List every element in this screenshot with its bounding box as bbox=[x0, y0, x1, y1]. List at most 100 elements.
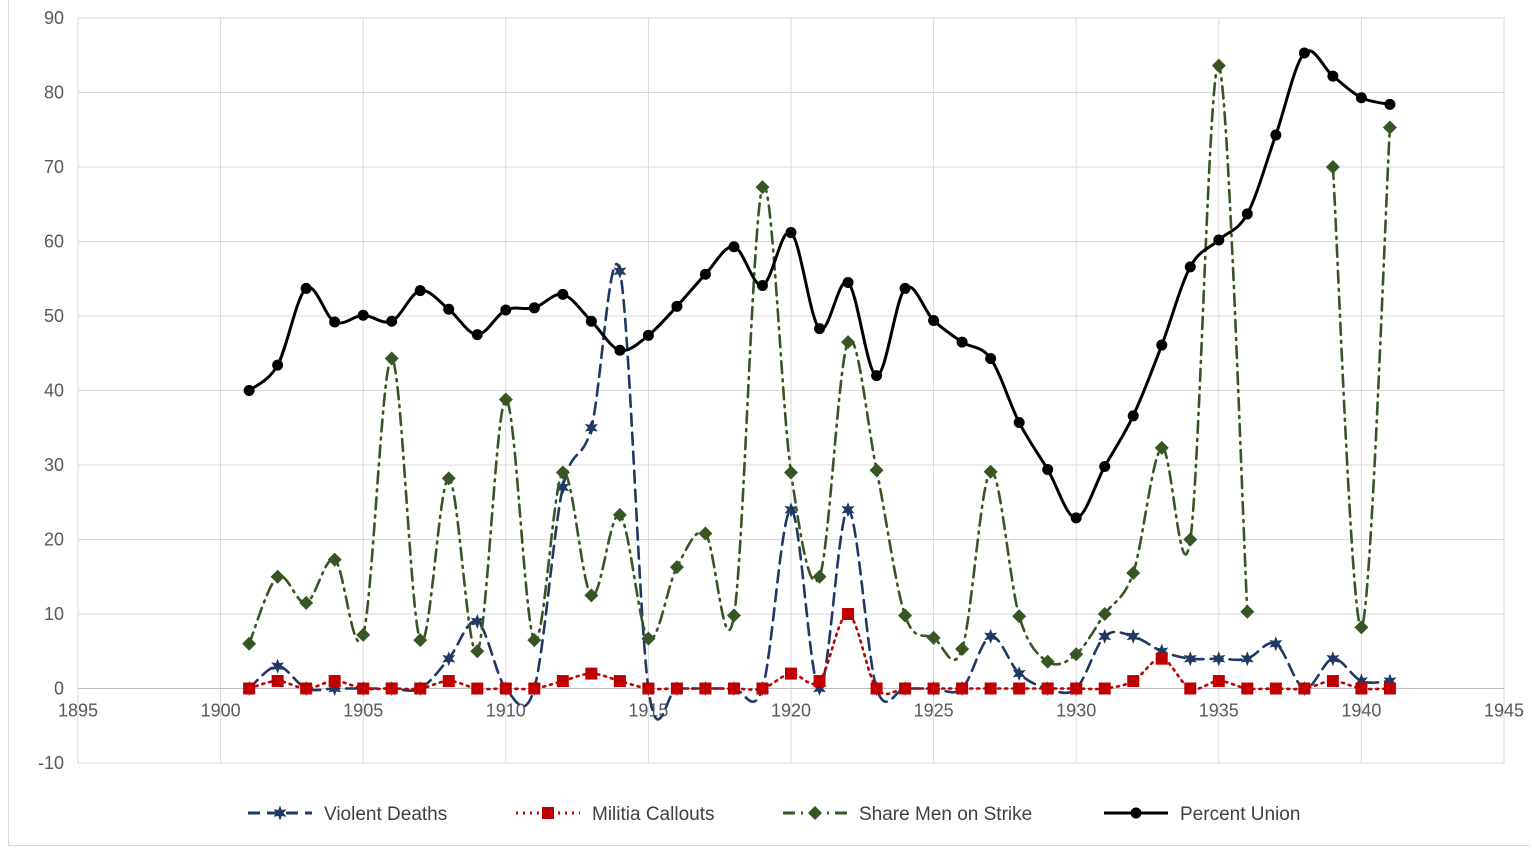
data-point bbox=[528, 302, 540, 314]
data-point bbox=[756, 279, 768, 291]
data-point bbox=[898, 608, 913, 623]
data-point bbox=[785, 667, 797, 680]
x-tick-label: 1915 bbox=[628, 701, 668, 721]
data-point bbox=[1070, 682, 1083, 695]
x-tick-label: 1910 bbox=[486, 701, 526, 721]
data-point bbox=[785, 227, 797, 239]
data-point bbox=[555, 465, 570, 480]
x-tick-label: 1905 bbox=[343, 701, 383, 721]
data-point bbox=[442, 651, 456, 667]
y-tick-label: 0 bbox=[54, 679, 64, 699]
data-point bbox=[1012, 609, 1027, 624]
x-tick-label: 1940 bbox=[1341, 701, 1381, 721]
data-point bbox=[498, 392, 513, 407]
legend-item: Percent Union bbox=[1104, 804, 1300, 825]
data-point bbox=[1298, 47, 1310, 59]
data-point bbox=[1269, 682, 1282, 695]
data-point bbox=[984, 628, 998, 644]
data-point bbox=[841, 335, 856, 350]
y-tick-label: 50 bbox=[44, 306, 64, 326]
data-point bbox=[1013, 682, 1026, 695]
data-point bbox=[499, 682, 512, 695]
legend-item: Share Men on Strike bbox=[783, 804, 1032, 825]
x-tick-label: 1925 bbox=[914, 701, 954, 721]
data-point bbox=[1382, 120, 1397, 135]
data-point bbox=[613, 263, 627, 279]
data-point bbox=[584, 420, 598, 436]
data-point bbox=[1240, 604, 1255, 619]
data-point bbox=[1127, 675, 1140, 688]
data-point bbox=[328, 675, 341, 688]
data-point bbox=[669, 560, 684, 575]
data-point bbox=[813, 681, 826, 696]
data-point bbox=[698, 526, 713, 541]
data-point bbox=[527, 633, 542, 648]
data-point bbox=[984, 682, 997, 695]
series-percent-union bbox=[243, 47, 1396, 524]
data-point bbox=[414, 285, 426, 297]
data-point bbox=[1154, 440, 1169, 455]
data-point bbox=[1241, 682, 1254, 695]
data-point bbox=[356, 627, 371, 642]
data-point bbox=[443, 303, 455, 315]
gridlines bbox=[77, 17, 1505, 764]
legend-label: Violent Deaths bbox=[324, 804, 447, 825]
data-point bbox=[299, 595, 314, 610]
data-point bbox=[1183, 651, 1197, 667]
data-point bbox=[1383, 682, 1396, 695]
data-point bbox=[1384, 98, 1396, 110]
data-point bbox=[329, 316, 341, 328]
y-tick-label: 80 bbox=[44, 83, 64, 103]
data-point bbox=[614, 344, 626, 356]
data-point bbox=[928, 314, 940, 326]
data-point bbox=[1298, 682, 1311, 695]
data-point bbox=[1355, 92, 1367, 104]
data-point bbox=[1269, 636, 1283, 652]
series-layer bbox=[242, 47, 1397, 721]
data-point bbox=[612, 507, 627, 522]
data-point bbox=[955, 642, 970, 657]
y-tick-label: 20 bbox=[44, 530, 64, 550]
data-point bbox=[1212, 651, 1226, 667]
data-point bbox=[1013, 417, 1025, 429]
chart-area bbox=[8, 0, 1530, 846]
data-point bbox=[1213, 234, 1225, 246]
data-point bbox=[585, 667, 598, 680]
data-point bbox=[471, 682, 484, 695]
data-point bbox=[584, 588, 599, 603]
data-point bbox=[1098, 628, 1112, 644]
data-point bbox=[671, 300, 683, 312]
data-point bbox=[813, 675, 826, 688]
data-point bbox=[1211, 58, 1226, 73]
data-point bbox=[728, 241, 740, 253]
data-point bbox=[1212, 675, 1225, 688]
data-point bbox=[1327, 70, 1339, 82]
data-point bbox=[699, 682, 712, 695]
legend-swatch-marker bbox=[1130, 807, 1142, 819]
data-point bbox=[300, 282, 312, 294]
data-point bbox=[242, 636, 257, 651]
data-point bbox=[1383, 673, 1397, 689]
legend-swatch-marker bbox=[808, 806, 822, 820]
data-point bbox=[1240, 651, 1254, 667]
data-point bbox=[899, 682, 912, 695]
data-point bbox=[699, 268, 711, 280]
data-point bbox=[642, 329, 654, 341]
legend-label: Percent Union bbox=[1180, 804, 1300, 825]
data-point bbox=[471, 329, 483, 341]
legend-swatch-marker bbox=[273, 805, 287, 821]
data-point bbox=[871, 370, 883, 382]
data-point bbox=[756, 682, 769, 695]
data-point bbox=[585, 315, 597, 327]
data-point bbox=[1041, 682, 1054, 695]
data-point bbox=[384, 351, 399, 366]
data-point bbox=[1127, 410, 1139, 422]
data-point bbox=[441, 471, 456, 486]
x-tick-label: 1945 bbox=[1484, 701, 1524, 721]
data-point bbox=[1098, 682, 1111, 695]
data-point bbox=[1099, 460, 1111, 472]
data-point bbox=[470, 614, 484, 629]
x-tick-label: 1900 bbox=[201, 701, 241, 721]
data-point bbox=[1155, 652, 1168, 665]
data-point bbox=[557, 288, 569, 300]
